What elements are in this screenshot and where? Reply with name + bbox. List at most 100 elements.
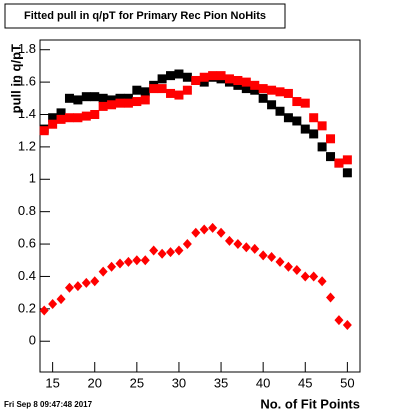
y-tick-label: 1.8: [18, 41, 36, 56]
data-point: [342, 168, 352, 178]
data-point: [233, 239, 243, 250]
title-box: [4, 3, 286, 29]
data-point: [191, 75, 201, 85]
data-point: [267, 252, 277, 263]
x-axis-label: No. of Fit Points: [260, 396, 360, 411]
data-point: [199, 72, 209, 82]
data-point: [73, 113, 83, 123]
data-point: [292, 264, 302, 275]
data-point: [90, 276, 100, 287]
y-tick-label: 1.4: [18, 106, 36, 121]
data-point: [73, 95, 83, 105]
data-point: [258, 93, 268, 103]
data-point: [140, 95, 150, 105]
data-point: [283, 113, 293, 123]
data-point: [224, 235, 234, 246]
data-point: [258, 84, 268, 94]
data-point: [81, 92, 91, 102]
data-point: [241, 77, 251, 87]
x-tick-label: 20: [88, 375, 102, 390]
data-point: [81, 111, 91, 121]
data-point: [140, 255, 150, 266]
data-point: [56, 114, 66, 124]
data-point: [98, 266, 108, 277]
data-point: [250, 243, 260, 254]
data-point: [98, 93, 108, 103]
data-point: [342, 320, 352, 331]
data-point: [326, 134, 336, 144]
data-point: [267, 85, 277, 95]
data-point: [132, 85, 142, 95]
data-point: [157, 84, 167, 94]
y-tick-label: 1.6: [18, 74, 36, 89]
data-point: [64, 113, 74, 123]
data-point: [216, 227, 226, 238]
data-point: [39, 305, 49, 316]
data-point: [149, 245, 159, 256]
data-point: [115, 98, 125, 108]
data-point: [199, 77, 209, 87]
x-tick-label: 40: [256, 375, 270, 390]
data-point: [292, 97, 302, 107]
data-point: [64, 93, 74, 103]
data-point: [81, 277, 91, 288]
data-point: [275, 256, 285, 267]
data-point: [267, 100, 277, 110]
data-point: [157, 248, 167, 259]
data-point: [233, 80, 243, 90]
data-point: [182, 85, 192, 95]
data-point: [191, 227, 201, 238]
data-point: [283, 88, 293, 98]
y-tick-label: 0: [29, 333, 36, 348]
x-tick-label: 50: [340, 375, 354, 390]
chart-title: Fitted pull in q/pT for Primary Rec Pion…: [24, 10, 266, 22]
data-point: [309, 129, 319, 139]
data-point: [300, 98, 310, 108]
data-point: [107, 100, 117, 110]
data-point: [123, 256, 133, 267]
data-point: [115, 93, 125, 103]
data-point: [140, 87, 150, 97]
data-point: [174, 90, 184, 100]
data-point: [56, 294, 66, 305]
x-tick-label: 35: [214, 375, 228, 390]
data-point: [342, 155, 352, 165]
data-point: [90, 92, 100, 102]
data-point: [107, 261, 117, 272]
data-point: [149, 84, 159, 94]
data-point: [132, 255, 142, 266]
data-point: [98, 101, 108, 111]
y-tick-label: 0.6: [18, 235, 36, 250]
data-point: [73, 281, 83, 292]
data-point: [48, 113, 58, 123]
data-point: [334, 158, 344, 168]
data-point: [258, 250, 268, 261]
data-point: [275, 87, 285, 97]
data-point: [48, 119, 58, 129]
data-point: [275, 106, 285, 116]
y-tick-label: 0.4: [18, 268, 36, 283]
data-point: [317, 121, 327, 131]
x-tick-label: 30: [172, 375, 186, 390]
data-point: [326, 152, 336, 162]
footer-date: Fri Sep 8 09:47:48 2017: [4, 400, 93, 409]
data-point: [174, 69, 184, 79]
data-point: [90, 109, 100, 119]
data-point: [115, 258, 125, 269]
data-point: [334, 315, 344, 326]
y-tick-label: 0.2: [18, 300, 36, 315]
data-point: [123, 98, 133, 108]
data-point: [208, 222, 218, 233]
data-point: [250, 80, 260, 90]
x-tick-label: 15: [45, 375, 59, 390]
data-point: [166, 71, 176, 81]
data-point: [216, 71, 226, 81]
y-tick-label: 1.2: [18, 138, 36, 153]
data-point: [56, 108, 66, 118]
data-point: [283, 261, 293, 272]
y-tick-label: 0.8: [18, 203, 36, 218]
x-tick-label: 25: [130, 375, 144, 390]
data-point: [48, 298, 58, 309]
